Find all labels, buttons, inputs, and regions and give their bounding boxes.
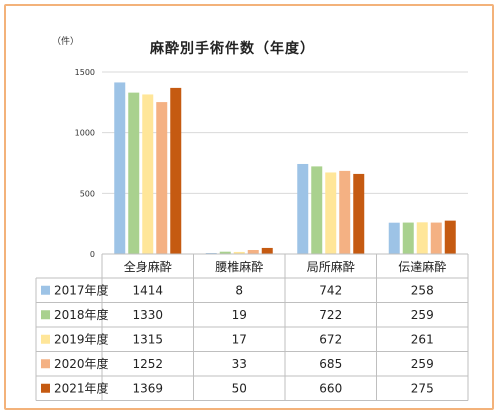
bar-2020年度-伝達麻酔	[430, 222, 442, 254]
data-label: 275	[411, 381, 434, 395]
bar-2021年度-伝達麻酔	[444, 220, 456, 254]
data-label: 261	[411, 332, 434, 346]
bar-2020年度-局所麻酔	[339, 170, 351, 254]
bar-2018年度-局所麻酔	[311, 166, 323, 254]
bar-2021年度-全身麻酔	[170, 87, 182, 254]
data-label: 259	[411, 357, 434, 371]
y-tick-label: 0	[90, 250, 95, 259]
data-label: 660	[319, 381, 342, 395]
legend-swatch	[41, 359, 50, 369]
legend-label: 2018年度	[54, 307, 109, 322]
data-label: 722	[319, 308, 342, 322]
data-label: 258	[411, 283, 434, 297]
bar-2018年度-全身麻酔	[128, 92, 140, 254]
bar-2019年度-局所麻酔	[325, 172, 337, 254]
y-tick-label: 1000	[75, 129, 95, 138]
bar-2017年度-局所麻酔	[297, 163, 309, 254]
bar-2020年度-腰椎麻酔	[247, 249, 259, 254]
data-label: 8	[235, 283, 243, 297]
data-label: 259	[411, 308, 434, 322]
data-label: 672	[319, 332, 342, 346]
data-label: 1414	[132, 283, 163, 297]
bar-2021年度-局所麻酔	[353, 173, 365, 254]
category-label: 全身麻酔	[124, 259, 172, 274]
legend-label: 2020年度	[54, 356, 109, 371]
bar-2020年度-全身麻酔	[156, 102, 168, 254]
data-label: 17	[232, 332, 247, 346]
bar-2017年度-伝達麻酔	[388, 222, 400, 254]
bar-2019年度-全身麻酔	[142, 94, 154, 255]
category-label: 伝達麻酔	[398, 259, 446, 274]
y-tick-label: 1500	[75, 68, 95, 77]
data-label: 1369	[132, 381, 163, 395]
data-label: 33	[232, 357, 247, 371]
legend-swatch	[41, 383, 50, 393]
legend-label: 2019年度	[54, 331, 109, 346]
data-label: 1252	[132, 357, 163, 371]
data-label: 19	[232, 308, 247, 322]
bar-2021年度-腰椎麻酔	[261, 247, 273, 254]
legend-swatch	[41, 285, 50, 295]
data-label: 1315	[132, 332, 163, 346]
category-label: 腰椎麻酔	[215, 259, 263, 274]
legend-swatch	[41, 334, 50, 344]
bar-2017年度-全身麻酔	[114, 82, 126, 255]
bar-2018年度-伝達麻酔	[402, 222, 414, 254]
category-label: 局所麻酔	[307, 259, 355, 274]
chart-frame	[4, 4, 494, 410]
unit-label: （件）	[52, 37, 80, 47]
data-label: 1330	[132, 308, 163, 322]
data-label: 742	[319, 283, 342, 297]
bar-2019年度-伝達麻酔	[416, 222, 428, 254]
y-tick-label: 500	[80, 189, 95, 198]
legend-label: 2017年度	[54, 282, 109, 297]
legend-swatch	[41, 310, 50, 320]
legend-label: 2021年度	[54, 380, 109, 395]
bar-2019年度-腰椎麻酔	[233, 251, 245, 254]
data-label: 685	[319, 357, 342, 371]
data-label: 50	[232, 381, 247, 395]
bar-2018年度-腰椎麻酔	[219, 251, 231, 254]
chart-title: 麻酔別手術件数（年度）	[150, 41, 315, 57]
